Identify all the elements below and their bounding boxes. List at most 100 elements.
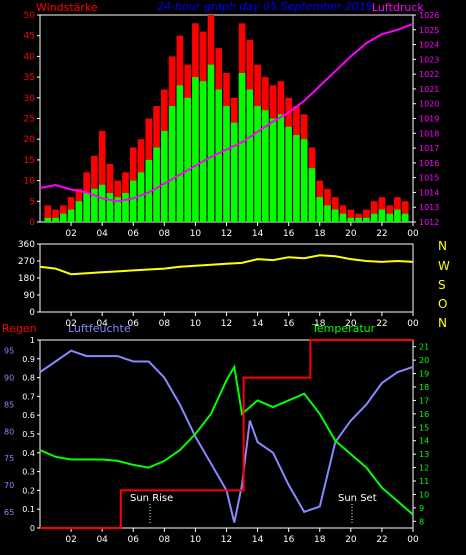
temperature-y-tick-label: 9 xyxy=(419,504,424,513)
wind-average-bar xyxy=(176,85,184,222)
wind-pressure-chart: 02 04 06 08 10 12 14 16 18 20 22 000510152025303540… xyxy=(24,11,440,239)
rain-y-tick-label: 0.5 xyxy=(22,430,35,439)
wind-x-tick-label: 00 xyxy=(407,229,419,239)
wind-y-tick-label: 15 xyxy=(24,156,35,166)
compass-label-w: W xyxy=(438,259,450,273)
climate-x-tick-label: 18 xyxy=(314,535,326,545)
rain-y-tick-label: 0.7 xyxy=(22,392,35,401)
wind-x-tick-label: 06 xyxy=(128,229,140,239)
direction-y-tick-label: 180 xyxy=(18,274,35,284)
wind-average-bar xyxy=(106,193,114,222)
pressure-y-tick-label: 1020 xyxy=(419,100,439,109)
wind-average-bar xyxy=(60,213,67,222)
direction-y-tick-label: 270 xyxy=(18,257,35,267)
pressure-y-tick-label: 1014 xyxy=(419,188,439,197)
humidity-y-tick-label: 80 xyxy=(4,427,14,436)
pressure-y-tick-label: 1022 xyxy=(419,70,439,79)
temperature-line xyxy=(39,363,414,516)
wind-average-bar xyxy=(199,81,207,223)
rain-y-tick-label: 0.2 xyxy=(22,486,35,495)
humidity-y-tick-label: 90 xyxy=(4,374,14,383)
rain-y-tick-label: 0.9 xyxy=(22,355,35,364)
direction-x-tick-label: 20 xyxy=(345,319,357,329)
wind-average-bar xyxy=(370,213,378,222)
wind-average-bar xyxy=(161,130,168,222)
climate-x-tick-label: 20 xyxy=(345,535,357,545)
wind-average-bar xyxy=(378,209,386,222)
direction-x-tick-label: 22 xyxy=(376,319,387,329)
humidity-y-tick-label: 65 xyxy=(4,508,14,517)
wind-x-tick-label: 16 xyxy=(283,229,295,239)
humidity-line xyxy=(39,349,414,523)
rain-y-tick-label: 0.1 xyxy=(22,505,35,514)
wind-average-bar xyxy=(246,89,254,223)
temperature-y-tick-label: 19 xyxy=(419,370,429,379)
wind-average-bar xyxy=(324,205,331,222)
temperature-y-tick-label: 11 xyxy=(419,477,429,486)
direction-y-tick-label: 360 xyxy=(18,240,35,250)
pressure-y-tick-label: 1013 xyxy=(419,203,439,212)
climate-x-tick-label: 14 xyxy=(252,535,264,545)
wind-y-tick-label: 20 xyxy=(24,135,36,145)
pressure-y-tick-label: 1019 xyxy=(419,115,439,124)
wind-x-tick-label: 12 xyxy=(221,229,232,239)
rain-y-tick-label: 0.3 xyxy=(22,468,35,477)
rain-axis-label: Regen xyxy=(2,322,37,335)
pressure-axis-label: Luftdruck xyxy=(372,1,424,14)
direction-x-tick-label: 00 xyxy=(407,319,419,329)
wind-x-tick-label: 20 xyxy=(345,229,357,239)
direction-x-tick-label: 18 xyxy=(314,319,326,329)
wind-y-tick-label: 40 xyxy=(24,52,36,62)
direction-y-tick-label: 90 xyxy=(24,291,36,301)
wind-y-tick-label: 25 xyxy=(24,115,35,125)
wind-y-tick-label: 30 xyxy=(24,94,36,104)
wind-average-bar xyxy=(331,209,339,222)
wind-average-bar xyxy=(145,159,153,222)
wind-average-bar xyxy=(269,118,277,222)
pressure-y-tick-label: 1012 xyxy=(419,218,439,227)
wind-direction-line xyxy=(39,254,414,276)
wind-average-bar xyxy=(184,97,191,222)
wind-average-bar xyxy=(52,217,59,222)
temperature-y-tick-label: 10 xyxy=(419,490,429,499)
wind-gust-bar xyxy=(401,201,409,222)
pressure-y-tick-label: 1017 xyxy=(419,144,439,153)
compass-label-n-top: N xyxy=(438,239,447,253)
humidity-axis-label: Luftfeuchte xyxy=(68,322,131,335)
temperature-y-tick-label: 13 xyxy=(419,450,429,459)
wind-average-bar xyxy=(401,213,409,222)
climate-x-tick-label: 10 xyxy=(190,535,202,545)
climate-x-tick-label: 12 xyxy=(221,535,232,545)
wind-x-tick-label: 10 xyxy=(190,229,202,239)
wind-x-tick-label: 22 xyxy=(376,229,387,239)
wind-x-tick-label: 02 xyxy=(65,229,76,239)
wind-x-tick-label: 18 xyxy=(314,229,326,239)
wind-average-bar xyxy=(238,72,246,223)
wind-average-bar xyxy=(168,106,176,222)
wind-average-bar xyxy=(129,180,137,222)
climate-x-tick-label: 02 xyxy=(65,535,76,545)
wind-average-bar xyxy=(347,217,355,222)
wind-y-tick-label: 0 xyxy=(29,218,35,228)
wind-gust-bar xyxy=(98,130,106,222)
wind-average-bar xyxy=(254,106,261,222)
humidity-y-tick-label: 75 xyxy=(4,454,14,463)
wind-average-bar xyxy=(215,89,223,223)
compass-label-s: S xyxy=(438,278,446,292)
temperature-y-tick-label: 16 xyxy=(419,410,429,419)
wind-average-bar xyxy=(355,217,362,222)
pressure-y-tick-label: 1023 xyxy=(419,55,439,64)
wind-average-bar xyxy=(262,110,269,222)
wind-gust-bar xyxy=(44,205,52,222)
wind-x-tick-label: 14 xyxy=(252,229,264,239)
wind-average-bar xyxy=(316,197,324,222)
rain-y-tick-label: 0.4 xyxy=(22,449,35,458)
wind-axis-label: Windstärke xyxy=(36,1,98,14)
chart-title: 24-hour graph day 05.September 2019 xyxy=(157,0,373,13)
rain-y-tick-label: 0.6 xyxy=(22,411,35,420)
temperature-y-tick-label: 12 xyxy=(419,464,429,473)
wind-x-tick-label: 04 xyxy=(96,229,108,239)
direction-x-tick-label: 04 xyxy=(96,319,108,329)
